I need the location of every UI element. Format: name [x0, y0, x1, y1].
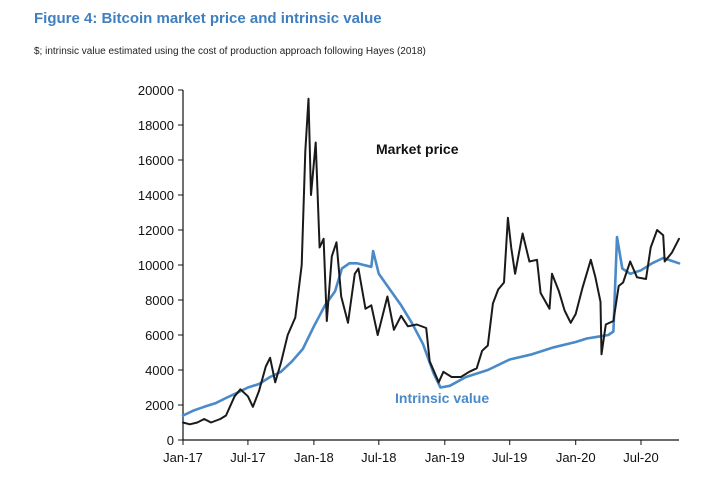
chart-series	[181, 97, 681, 426]
y-tick-label: 0	[167, 433, 174, 448]
intrinsic-value-label: Intrinsic value	[395, 390, 489, 406]
x-tick-label: Jul-20	[623, 450, 658, 465]
chart-annotations: Market price Intrinsic value	[376, 141, 489, 406]
chart-axes: 0 2000 4000 6000 8000 10000 12000 14000 16000 180…	[138, 83, 679, 465]
y-tick-label: 8000	[145, 293, 174, 308]
y-tick-label: 2000	[145, 398, 174, 413]
x-tick-label: Jul-17	[230, 450, 265, 465]
x-tick-label: Jul-19	[492, 450, 527, 465]
y-tick-label: 14000	[138, 188, 174, 203]
x-tick-label: Jul-18	[361, 450, 396, 465]
y-tick-label: 6000	[145, 328, 174, 343]
y-tick-label: 12000	[138, 223, 174, 238]
y-tick-label: 10000	[138, 258, 174, 273]
y-tick-label: 16000	[138, 153, 174, 168]
figure-subtitle: $; intrinsic value estimated using the c…	[34, 46, 426, 57]
y-tick-label: 4000	[145, 363, 174, 378]
x-tick-label: Jan-20	[556, 450, 596, 465]
market-price-line	[182, 97, 680, 426]
x-tick-label: Jan-17	[163, 450, 203, 465]
intrinsic-value-line	[181, 235, 681, 417]
x-tick-label: Jan-18	[294, 450, 334, 465]
y-tick-label: 20000	[138, 83, 174, 98]
market-price-label: Market price	[376, 141, 459, 157]
figure-title: Figure 4: Bitcoin market price and intri…	[34, 10, 382, 27]
x-tick-label: Jan-19	[425, 450, 465, 465]
y-tick-label: 18000	[138, 118, 174, 133]
